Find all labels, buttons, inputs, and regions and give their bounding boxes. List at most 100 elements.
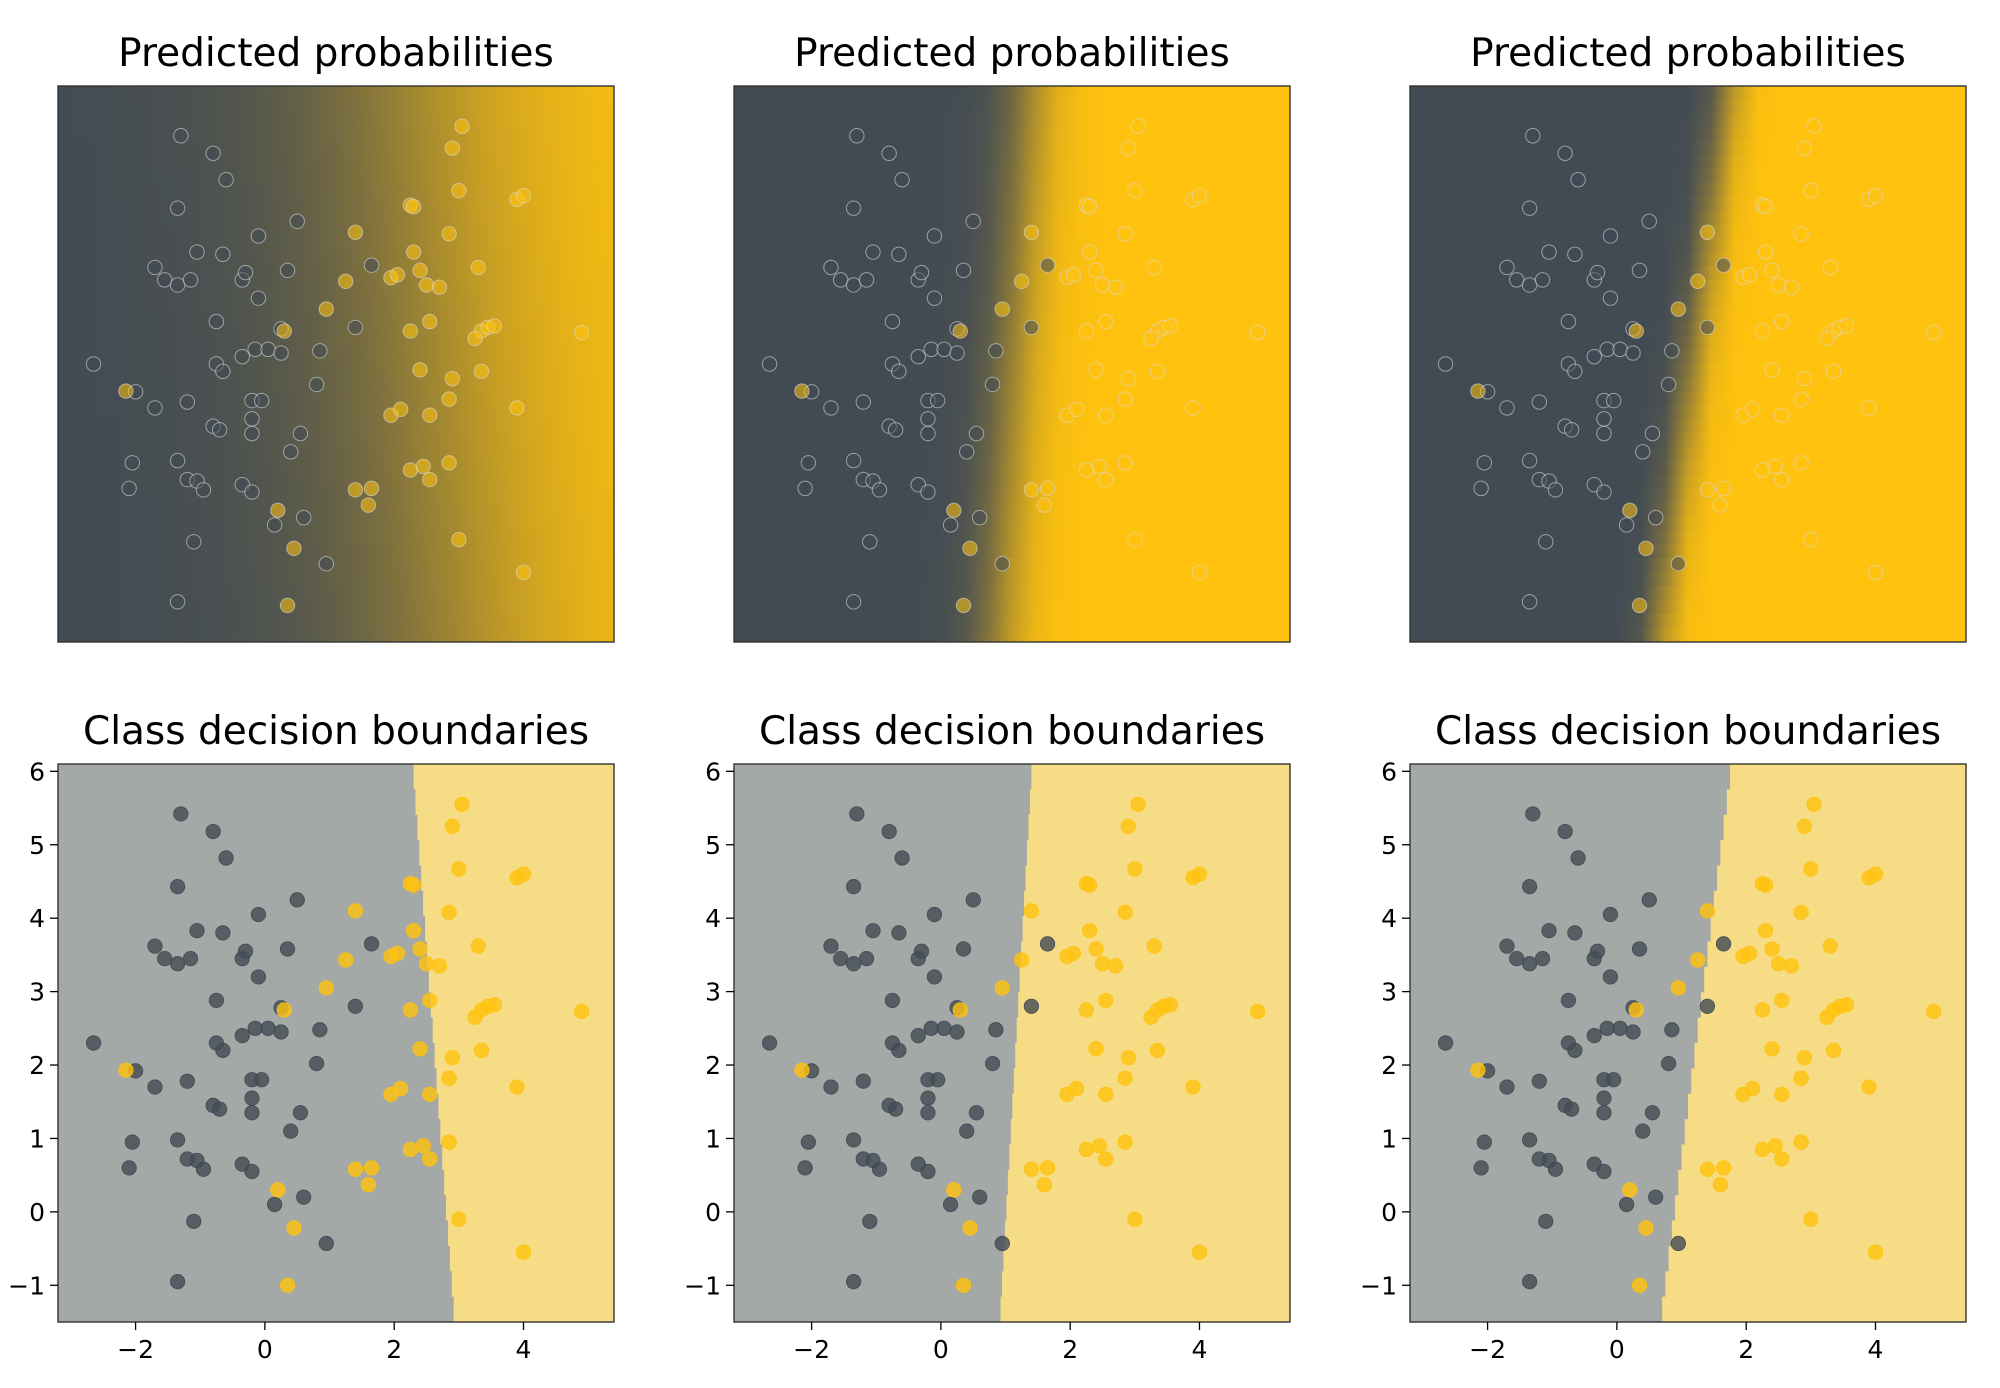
probability-band [1410, 405, 1966, 421]
class0-point [1602, 290, 1619, 306]
class1-point [1793, 1070, 1809, 1086]
y-tick-label: 1 [29, 1124, 45, 1153]
class0-point [846, 1132, 862, 1148]
class0-point [1476, 1134, 1492, 1150]
class0-point [283, 444, 299, 460]
probability-band [58, 391, 614, 407]
class0-point [1473, 1160, 1489, 1176]
class0-point [266, 1196, 283, 1213]
class0-point [823, 938, 839, 954]
class1-point [1774, 992, 1790, 1009]
class0-point [253, 392, 270, 409]
class0-point [968, 425, 985, 442]
x-tick-label: −2 [1469, 1335, 1506, 1364]
class0-point [1641, 892, 1657, 908]
class0-point [891, 1042, 907, 1058]
class0-point [170, 1132, 186, 1148]
probability-band [734, 558, 1290, 573]
class1-point [1757, 199, 1774, 215]
class1-point [451, 531, 467, 548]
class0-point [887, 422, 904, 438]
class0-point [1644, 1105, 1661, 1121]
class1-point [1745, 1080, 1761, 1097]
class1-point [1712, 497, 1729, 513]
class0-point [1625, 345, 1641, 361]
class1-point [1757, 877, 1774, 893]
probability-band [58, 460, 614, 476]
class0-point [1589, 264, 1606, 281]
probability-band [58, 377, 614, 393]
probability-band [1410, 363, 1966, 379]
class1-point [1803, 182, 1819, 199]
class0-point [247, 1020, 263, 1036]
class1-point [1069, 1080, 1085, 1097]
probability-band [1410, 516, 1966, 532]
y-tick-label: 0 [1381, 1198, 1397, 1227]
probability-band [1410, 446, 1966, 462]
class0-point [800, 1134, 816, 1150]
class1-point [1127, 861, 1143, 877]
class1-point [1741, 267, 1758, 283]
probability-band [1410, 502, 1966, 518]
probability-band [1410, 433, 1966, 448]
class1-point [515, 1244, 532, 1260]
class0-point [1023, 998, 1039, 1014]
probability-band [1410, 155, 1966, 170]
probability-band [734, 349, 1290, 365]
axes-frame [733, 85, 1291, 643]
probability-band [734, 530, 1290, 546]
class0-point [250, 906, 267, 923]
class0-point [195, 482, 212, 498]
class0-point [855, 1073, 871, 1089]
class1-point [431, 279, 448, 295]
class1-point [473, 363, 490, 380]
probability-band [58, 502, 614, 518]
class0-point [1522, 879, 1538, 895]
class1-point [1094, 956, 1111, 972]
class0-point [250, 290, 267, 306]
class1-point [1764, 362, 1780, 378]
class1-point [1068, 401, 1085, 418]
class1-point [1098, 313, 1114, 330]
class0-point [894, 171, 910, 188]
class1-point [1098, 1151, 1114, 1167]
y-tick-label: 4 [1381, 904, 1397, 933]
class0-point [85, 356, 102, 372]
class1-point [1754, 1141, 1770, 1158]
class1-point [1838, 318, 1855, 334]
class1-point [454, 118, 470, 134]
class0-point [1599, 341, 1615, 358]
class1-point [1774, 1151, 1790, 1167]
class1-point [1819, 330, 1835, 347]
class0-point [884, 992, 900, 1009]
class0-point [1534, 272, 1551, 288]
class0-point [926, 906, 943, 923]
class1-point [1088, 1041, 1104, 1057]
class1-point [422, 471, 438, 488]
probability-band [58, 488, 614, 504]
probability-band [734, 391, 1290, 407]
class1-point [1925, 324, 1942, 341]
class0-point [865, 923, 881, 939]
class0-point [920, 1163, 936, 1180]
class1-point [1806, 118, 1822, 134]
subplot-2: Predicted probabilities [733, 31, 1291, 643]
probability-band [734, 363, 1290, 379]
class0-point [1599, 1020, 1615, 1036]
probability-band [1410, 210, 1966, 226]
class0-point [920, 484, 936, 500]
class1-point [1796, 370, 1813, 387]
probability-band [1410, 585, 1966, 601]
class1-point [405, 923, 422, 939]
class1-point [1023, 1161, 1039, 1177]
class0-point [1560, 313, 1577, 330]
class0-point [215, 1042, 231, 1058]
class1-point [1081, 923, 1098, 939]
class1-point [1838, 997, 1854, 1013]
class0-point [279, 941, 296, 957]
class1-point [1081, 877, 1098, 893]
class1-point [422, 313, 438, 330]
probability-band [734, 460, 1290, 476]
y-tick-label: 6 [705, 757, 721, 786]
class1-point [1081, 199, 1098, 215]
